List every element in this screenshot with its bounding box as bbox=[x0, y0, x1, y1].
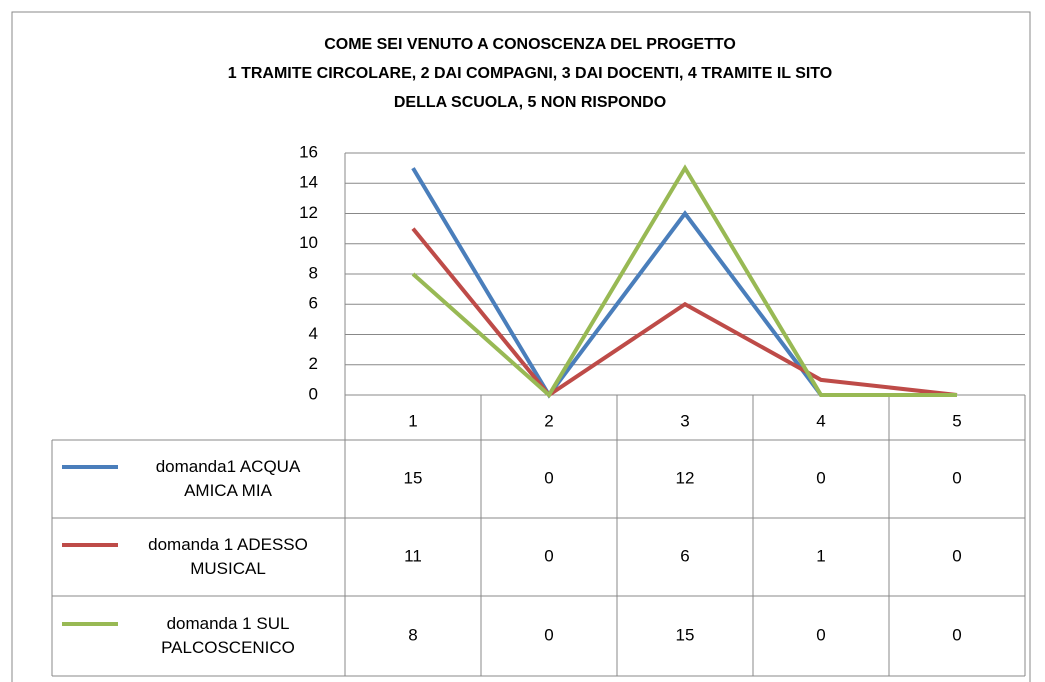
series-line bbox=[411, 164, 957, 399]
table-value: 1 bbox=[816, 546, 825, 565]
table-value: 0 bbox=[952, 625, 961, 644]
y-tick-label: 2 bbox=[309, 354, 318, 373]
table-value: 12 bbox=[676, 468, 695, 487]
table-value: 8 bbox=[408, 625, 417, 644]
table-value: 0 bbox=[544, 468, 553, 487]
y-tick-label: 4 bbox=[309, 324, 318, 343]
series-line bbox=[411, 167, 957, 399]
table-value: 0 bbox=[544, 625, 553, 644]
x-tick-label: 2 bbox=[544, 411, 553, 430]
chart-border bbox=[11, 11, 1031, 682]
chart-title: COME SEI VENUTO A CONOSCENZA DEL PROGETT… bbox=[324, 36, 736, 53]
table-value: 11 bbox=[404, 546, 422, 565]
legend-label: domanda1 ACQUA AMICA MIA bbox=[155, 457, 301, 500]
table-value: 0 bbox=[952, 546, 961, 565]
legend-label: domanda 1 SUL PALCOSCENICO bbox=[161, 614, 295, 657]
series-line bbox=[411, 227, 958, 398]
y-tick-label: 12 bbox=[299, 203, 318, 222]
x-tick-label: 4 bbox=[816, 411, 825, 430]
x-tick-label: 1 bbox=[408, 411, 417, 430]
table-value: 0 bbox=[816, 468, 825, 487]
y-tick-label: 8 bbox=[309, 263, 318, 282]
legend-label: domanda 1 ADESSO MUSICAL bbox=[148, 535, 308, 578]
table-value: 0 bbox=[952, 468, 961, 487]
y-tick-label: 10 bbox=[299, 233, 318, 252]
y-tick-label: 16 bbox=[299, 142, 318, 161]
chart-title: 1 TRAMITE CIRCOLARE, 2 DAI COMPAGNI, 3 D… bbox=[228, 65, 832, 82]
table-value: 6 bbox=[680, 546, 689, 565]
y-tick-label: 0 bbox=[309, 384, 318, 403]
y-tick-label: 6 bbox=[309, 294, 318, 313]
table-value: 15 bbox=[676, 625, 695, 644]
chart-title: DELLA SCUOLA, 5 NON RISPONDO bbox=[394, 94, 666, 111]
table-value: 0 bbox=[816, 625, 825, 644]
y-tick-label: 14 bbox=[299, 173, 318, 192]
x-tick-label: 3 bbox=[680, 411, 689, 430]
table-value: 15 bbox=[404, 468, 423, 487]
table-value: 0 bbox=[544, 546, 553, 565]
x-tick-label: 5 bbox=[952, 411, 961, 430]
